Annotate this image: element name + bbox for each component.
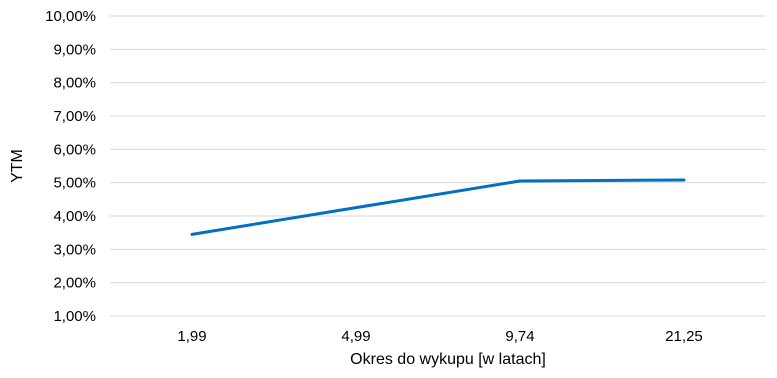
y-tick-label: 6,00% <box>53 141 96 158</box>
y-axis-tick-labels: 1,00% 2,00% 3,00% 4,00% 5,00% 6,00% 7,00% 8,00%… <box>45 8 96 325</box>
x-tick-label: 1,99 <box>177 328 206 345</box>
x-tick-label: 9,74 <box>505 328 534 345</box>
x-tick-label: 4,99 <box>341 328 370 345</box>
y-tick-label: 2,00% <box>53 275 96 292</box>
y-tick-label: 10,00% <box>45 8 96 25</box>
y-tick-label: 9,00% <box>53 41 96 58</box>
y-tick-label: 5,00% <box>53 175 96 192</box>
y-tick-label: 4,00% <box>53 208 96 225</box>
y-axis-title: YTM <box>9 149 26 183</box>
x-axis-tick-labels: 1,99 4,99 9,74 21,25 <box>177 328 702 345</box>
y-tick-label: 3,00% <box>53 241 96 258</box>
series-line <box>192 180 684 234</box>
x-axis-title: Okres do wykupu [w latach] <box>350 351 546 368</box>
series-layer <box>192 180 684 235</box>
y-tick-label: 1,00% <box>53 308 96 325</box>
x-tick-label: 21,25 <box>665 328 703 345</box>
gridlines <box>110 16 766 316</box>
y-tick-label: 8,00% <box>53 75 96 92</box>
y-tick-label: 7,00% <box>53 108 96 125</box>
